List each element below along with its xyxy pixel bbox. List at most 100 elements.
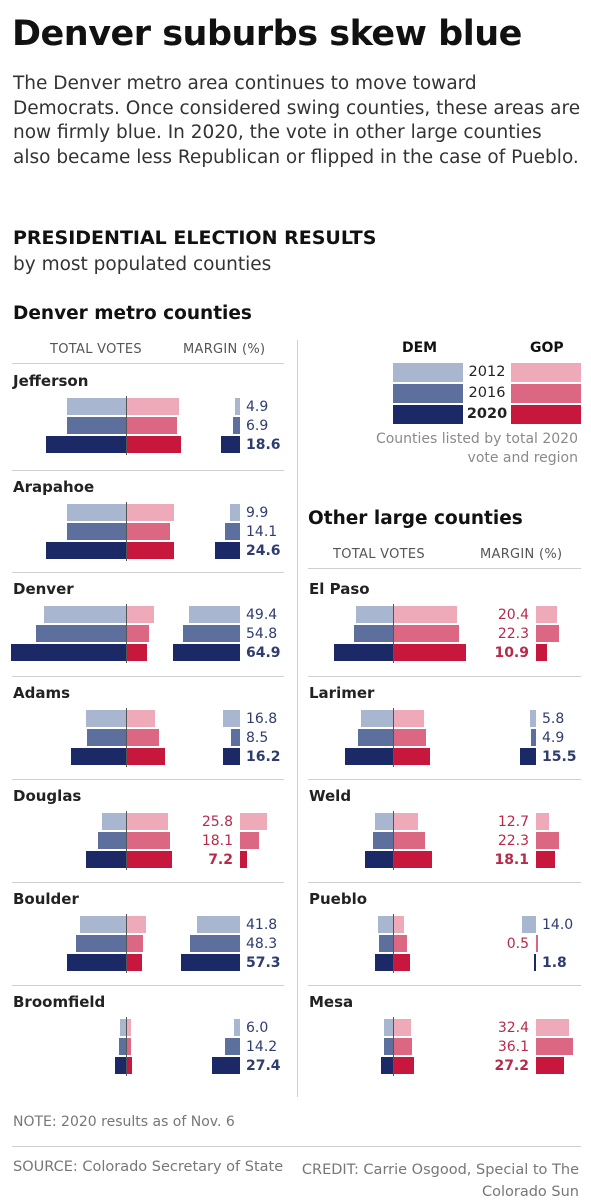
county-name-pueblo: Pueblo	[309, 890, 368, 908]
bar-dem-el-paso-2012	[356, 606, 393, 623]
bar-dem-pueblo-2012	[378, 916, 393, 933]
bar-dem-larimer-2012	[361, 710, 393, 727]
bar-dem-adams-2012	[85, 710, 126, 727]
note-text: NOTE: 2020 results as of Nov. 6	[13, 1114, 235, 1130]
footer-rule	[12, 1146, 581, 1147]
legend-note: Counties listed by total 2020 vote and r…	[375, 431, 578, 466]
bar-dem-weld-2016	[372, 832, 393, 849]
bar-gop-boulder-2012	[126, 916, 147, 933]
bar-gop-pueblo-2016	[393, 935, 407, 952]
margin-label-boulder-2012: 41.8	[246, 917, 278, 933]
vote-center-axis-broomfield	[125, 1017, 127, 1076]
vote-center-axis-pueblo	[392, 914, 394, 973]
margin-label-weld-2020: 18.1	[494, 852, 529, 868]
margin-bar-larimer-2016	[530, 729, 536, 746]
margin-label-jefferson-2016: 6.9	[246, 418, 269, 434]
bar-gop-jefferson-2020	[126, 436, 182, 453]
bar-dem-broomfield-2012	[120, 1019, 126, 1036]
bar-dem-boulder-2012	[80, 916, 126, 933]
bar-gop-pueblo-2012	[393, 916, 405, 933]
bar-gop-broomfield-2016	[126, 1038, 131, 1055]
bar-gop-denver-2020	[126, 644, 147, 661]
bar-gop-boulder-2020	[126, 954, 142, 971]
bar-gop-weld-2012	[393, 813, 418, 830]
margin-bar-boulder-2012	[196, 916, 240, 933]
county-name-mesa: Mesa	[309, 993, 354, 1011]
legend-swatch-gop-2016	[511, 384, 581, 403]
county-rule-larimer	[308, 676, 581, 677]
vote-center-axis-mesa	[392, 1017, 394, 1076]
county-rule-weld	[308, 779, 581, 780]
bar-gop-jefferson-2012	[126, 398, 180, 415]
margin-label-larimer-2020: 15.5	[542, 749, 577, 765]
bar-gop-broomfield-2020	[126, 1057, 133, 1074]
margin-label-broomfield-2016: 14.2	[246, 1039, 278, 1055]
margin-bar-denver-2016	[183, 625, 240, 642]
bar-dem-jefferson-2016	[67, 417, 126, 434]
bar-gop-mesa-2012	[393, 1019, 411, 1036]
bar-dem-arapahoe-2020	[45, 542, 126, 559]
bar-dem-mesa-2012	[383, 1019, 393, 1036]
margin-bar-arapahoe-2016	[225, 523, 240, 540]
total-votes-header-metro: TOTAL VOTES	[50, 342, 142, 357]
bar-gop-broomfield-2012	[126, 1019, 131, 1036]
margin-label-boulder-2016: 48.3	[246, 936, 278, 952]
margin-label-jefferson-2012: 4.9	[246, 399, 269, 415]
margin-label-boulder-2020: 57.3	[246, 955, 281, 971]
margin-label-el-paso-2012: 20.4	[497, 607, 529, 623]
intro-text: The Denver metro area continues to move …	[13, 73, 581, 168]
margin-bar-broomfield-2016	[225, 1038, 240, 1055]
bar-dem-denver-2016	[36, 625, 126, 642]
margin-label-arapahoe-2016: 14.1	[246, 524, 278, 540]
margin-header-other: MARGIN (%)	[480, 547, 563, 562]
bar-gop-arapahoe-2020	[126, 542, 174, 559]
county-rule-denver	[12, 572, 284, 573]
margin-bar-mesa-2020	[536, 1057, 565, 1074]
bar-gop-douglas-2016	[126, 832, 171, 849]
margin-label-adams-2020: 16.2	[246, 749, 281, 765]
vote-center-axis-weld	[392, 811, 394, 870]
bar-gop-mesa-2016	[393, 1038, 413, 1055]
metro-header-rule	[12, 363, 284, 364]
legend-year-2012: 2012	[468, 364, 506, 380]
margin-bar-jefferson-2016	[232, 417, 240, 434]
county-rule-broomfield	[12, 985, 284, 986]
bar-gop-el-paso-2020	[393, 644, 467, 661]
source-text: SOURCE: Colorado Secretary of State	[13, 1159, 284, 1175]
vote-center-axis-larimer	[392, 708, 394, 767]
margin-label-arapahoe-2012: 9.9	[246, 505, 269, 521]
county-rule-boulder	[12, 882, 284, 883]
margin-label-denver-2016: 54.8	[246, 626, 278, 642]
bar-dem-boulder-2020	[67, 954, 126, 971]
margin-bar-boulder-2016	[190, 935, 240, 952]
margin-bar-adams-2012	[222, 710, 240, 727]
bar-dem-adams-2020	[70, 748, 126, 765]
margin-label-larimer-2012: 5.8	[542, 711, 565, 727]
bar-gop-douglas-2012	[126, 813, 169, 830]
margin-label-douglas-2016: 18.1	[201, 833, 233, 849]
margin-label-pueblo-2016: 0.5	[506, 936, 529, 952]
margin-bar-larimer-2020	[519, 748, 536, 765]
chart-title: Denver suburbs skew blue	[12, 14, 522, 54]
bar-gop-weld-2016	[393, 832, 425, 849]
bar-dem-weld-2012	[374, 813, 393, 830]
county-name-larimer: Larimer	[309, 684, 375, 702]
margin-bar-adams-2020	[223, 748, 240, 765]
vote-center-axis-arapahoe	[125, 502, 127, 561]
bar-gop-mesa-2020	[393, 1057, 414, 1074]
margin-bar-el-paso-2020	[536, 644, 548, 661]
bar-dem-larimer-2016	[358, 729, 393, 746]
margin-bar-denver-2020	[173, 644, 240, 661]
vote-center-axis-douglas	[125, 811, 127, 870]
credit-text: CREDIT: Carrie Osgood, Special to The Co…	[301, 1162, 579, 1200]
bar-gop-jefferson-2016	[126, 417, 178, 434]
bar-dem-jefferson-2012	[67, 398, 126, 415]
margin-label-el-paso-2020: 10.9	[494, 645, 529, 661]
county-name-arapahoe: Arapahoe	[13, 478, 95, 496]
margin-label-adams-2016: 8.5	[246, 730, 269, 746]
margin-bar-el-paso-2016	[536, 625, 560, 642]
county-name-jefferson: Jefferson	[13, 372, 89, 390]
margin-bar-broomfield-2012	[233, 1019, 240, 1036]
margin-label-mesa-2012: 32.4	[497, 1020, 529, 1036]
bar-dem-douglas-2016	[98, 832, 126, 849]
